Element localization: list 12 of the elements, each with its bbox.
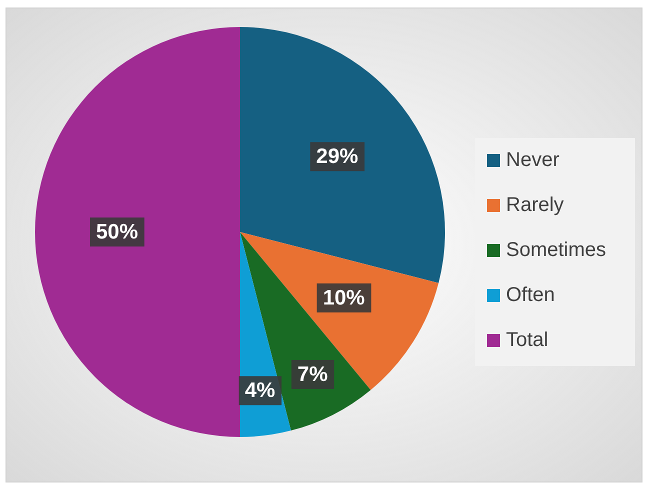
legend-label: Often xyxy=(506,284,555,306)
legend-label: Rarely xyxy=(506,194,564,216)
legend-label: Never xyxy=(506,149,560,171)
data-label: 4% xyxy=(244,379,276,402)
pie-slice xyxy=(35,27,240,437)
data-label: 50% xyxy=(96,220,138,244)
data-label: 7% xyxy=(297,362,328,386)
legend-label: Sometimes xyxy=(506,239,606,261)
legend-label: Total xyxy=(506,329,548,351)
data-label: 10% xyxy=(322,286,366,310)
data-label: 29% xyxy=(316,145,359,168)
pie-slice xyxy=(240,27,445,283)
